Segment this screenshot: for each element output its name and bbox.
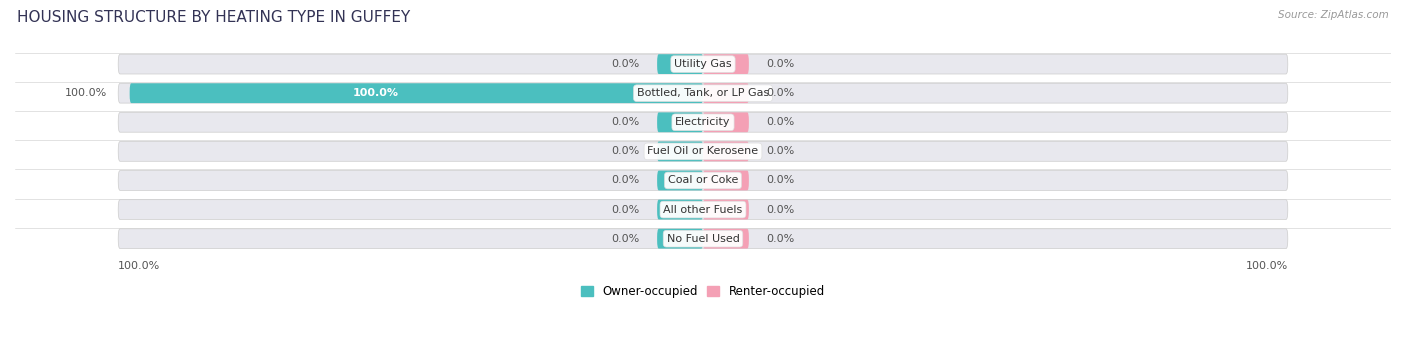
FancyBboxPatch shape [657,200,703,220]
FancyBboxPatch shape [118,54,1288,74]
Text: 0.0%: 0.0% [766,88,794,98]
Text: HOUSING STRUCTURE BY HEATING TYPE IN GUFFEY: HOUSING STRUCTURE BY HEATING TYPE IN GUF… [17,10,411,25]
FancyBboxPatch shape [703,170,749,190]
Text: Utility Gas: Utility Gas [675,59,731,69]
Text: 100.0%: 100.0% [353,88,399,98]
Text: 0.0%: 0.0% [612,117,640,127]
Text: 0.0%: 0.0% [612,205,640,214]
FancyBboxPatch shape [118,229,1288,249]
Text: Electricity: Electricity [675,117,731,127]
Text: Bottled, Tank, or LP Gas: Bottled, Tank, or LP Gas [637,88,769,98]
Text: 0.0%: 0.0% [766,117,794,127]
Text: 0.0%: 0.0% [612,146,640,157]
Text: 0.0%: 0.0% [766,59,794,69]
FancyBboxPatch shape [118,113,1288,132]
Text: 0.0%: 0.0% [766,234,794,244]
Text: 0.0%: 0.0% [766,146,794,157]
Legend: Owner-occupied, Renter-occupied: Owner-occupied, Renter-occupied [576,280,830,302]
FancyBboxPatch shape [657,142,703,161]
FancyBboxPatch shape [703,142,749,161]
Text: No Fuel Used: No Fuel Used [666,234,740,244]
FancyBboxPatch shape [703,200,749,220]
Text: All other Fuels: All other Fuels [664,205,742,214]
FancyBboxPatch shape [118,142,1288,161]
FancyBboxPatch shape [657,113,703,132]
FancyBboxPatch shape [118,170,1288,190]
Text: 0.0%: 0.0% [766,176,794,186]
FancyBboxPatch shape [703,113,749,132]
Text: Coal or Coke: Coal or Coke [668,176,738,186]
FancyBboxPatch shape [657,229,703,249]
Text: 0.0%: 0.0% [612,59,640,69]
Text: 100.0%: 100.0% [1246,261,1288,271]
Text: Fuel Oil or Kerosene: Fuel Oil or Kerosene [647,146,759,157]
FancyBboxPatch shape [657,54,703,74]
FancyBboxPatch shape [657,170,703,190]
FancyBboxPatch shape [703,83,749,103]
Text: 0.0%: 0.0% [766,205,794,214]
FancyBboxPatch shape [129,83,703,103]
FancyBboxPatch shape [703,54,749,74]
Text: 0.0%: 0.0% [612,234,640,244]
FancyBboxPatch shape [118,200,1288,220]
FancyBboxPatch shape [703,229,749,249]
Text: 0.0%: 0.0% [612,176,640,186]
FancyBboxPatch shape [118,83,1288,103]
Text: 100.0%: 100.0% [118,261,160,271]
Text: 100.0%: 100.0% [65,88,107,98]
Text: Source: ZipAtlas.com: Source: ZipAtlas.com [1278,10,1389,20]
